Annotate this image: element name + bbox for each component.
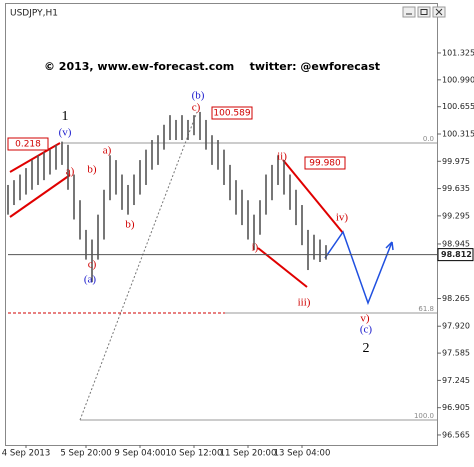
x-tick-label: 9 Sep 04:00 (114, 449, 165, 459)
wave-label: v) (360, 313, 370, 325)
y-tick-label: 99.975 (442, 157, 470, 166)
wave-label: c) (88, 259, 97, 271)
wave-label: iii) (298, 297, 311, 309)
trend-line (9, 142, 61, 173)
maximize-button[interactable] (417, 6, 431, 18)
x-tick-label: 10 Sep 12:00 (166, 449, 223, 459)
y-tick-label: 101.325 (442, 48, 474, 57)
y-tick-label: 96.905 (442, 403, 470, 412)
y-tick-label: 100.655 (442, 102, 474, 111)
wave-label: c) (192, 102, 201, 114)
label-box (211, 106, 253, 120)
projection-arrow (385, 241, 394, 251)
y-tick-label: 98.265 (442, 294, 470, 303)
icon (435, 8, 443, 16)
y-tick-label: 99.635 (442, 184, 470, 193)
wave-label: (b) (192, 90, 205, 102)
wave-label: i) (252, 242, 259, 254)
wave-label: (c) (360, 324, 373, 336)
y-tick-label: 100.990 (442, 75, 474, 84)
y-tick-label: 97.585 (442, 349, 470, 358)
trend-line (9, 174, 71, 218)
wave-label: 1 (62, 109, 69, 124)
minimize-button[interactable] (402, 6, 416, 18)
window-buttons[interactable] (402, 6, 446, 18)
y-tick-label: 97.245 (442, 376, 470, 385)
y-tick-label: 96.565 (442, 430, 470, 439)
trend-line (282, 159, 344, 234)
x-tick-label: 5 Sep 20:00 (60, 449, 111, 459)
y-tick-label: 98.945 (442, 239, 470, 248)
wave-label: (a) (84, 274, 97, 286)
projection-path (324, 230, 393, 306)
wave-label: a) (66, 166, 75, 178)
label-box (7, 137, 49, 151)
wave-label: 0.0 (423, 135, 434, 143)
y-tick-label: 97.920 (442, 322, 470, 331)
wave-label: 100.589 (213, 109, 250, 119)
plot-frame (5, 3, 438, 446)
wave-label: ii) (277, 151, 287, 163)
y-tick-label: 99.295 (442, 211, 470, 220)
wave-label: 99.980 (309, 159, 341, 169)
icon (420, 9, 428, 15)
last-price-box (437, 248, 474, 262)
x-tick-label: 4 Sep 2013 (2, 449, 50, 459)
chart-title: USDJPY,H1 (10, 9, 58, 19)
wave-label: 0.218 (15, 140, 41, 150)
wave-label: 61.8 (418, 305, 434, 313)
wave-label: 2 (363, 341, 370, 356)
copyright: © 2013, www.ew-forecast.com twitter: @ew… (44, 60, 380, 73)
wave-label: b) (125, 219, 135, 231)
wave-label: 100.0 (414, 412, 434, 420)
x-tick-label: 13 Sep 04:00 (274, 449, 331, 459)
wave-label: iv) (336, 212, 349, 224)
wave-label: a) (103, 145, 112, 157)
label-box (304, 156, 346, 170)
wave-label: (v) (59, 127, 72, 139)
last-price-label: 98.812 (441, 250, 472, 259)
fib-base (79, 111, 198, 421)
x-tick-label: 11 Sep 20:00 (220, 449, 277, 459)
wave-label: b) (87, 164, 97, 176)
y-tick-label: 100.315 (442, 129, 474, 138)
